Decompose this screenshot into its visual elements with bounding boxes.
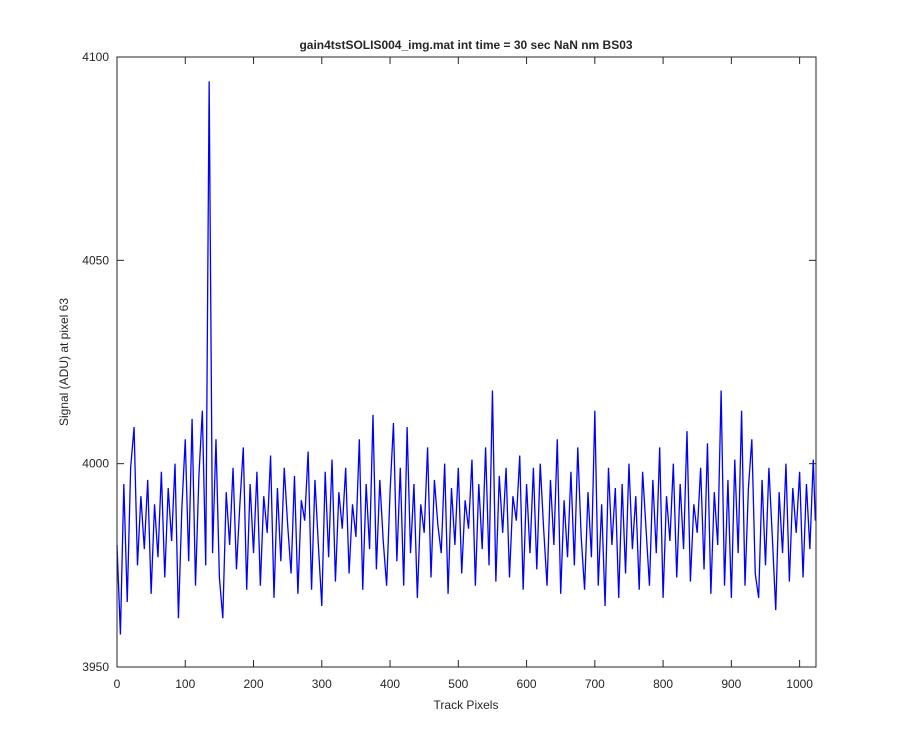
y-tick-label: 4000	[82, 457, 109, 471]
x-axis-label: Track Pixels	[434, 698, 499, 712]
y-tick-label: 4100	[82, 50, 109, 64]
x-tick-label: 400	[380, 677, 400, 691]
x-tick-label: 300	[312, 677, 332, 691]
x-tick-label: 700	[585, 677, 605, 691]
x-tick-label: 600	[517, 677, 537, 691]
x-tick-label: 500	[448, 677, 468, 691]
y-tick-label: 4050	[82, 253, 109, 267]
x-tick-label: 900	[721, 677, 741, 691]
y-tick-label: 3950	[82, 660, 109, 674]
y-axis-label: Signal (ADU) at pixel 63	[57, 298, 71, 426]
x-tick-label: 1000	[786, 677, 813, 691]
x-tick-label: 800	[653, 677, 673, 691]
chart-title: gain4tstSOLIS004_img.mat int time = 30 s…	[299, 38, 632, 52]
plot-frame	[116, 56, 817, 668]
x-tick-label: 0	[114, 677, 121, 691]
x-tick-label: 200	[244, 677, 264, 691]
line	[116, 81, 816, 635]
x-tick-label: 100	[175, 677, 195, 691]
